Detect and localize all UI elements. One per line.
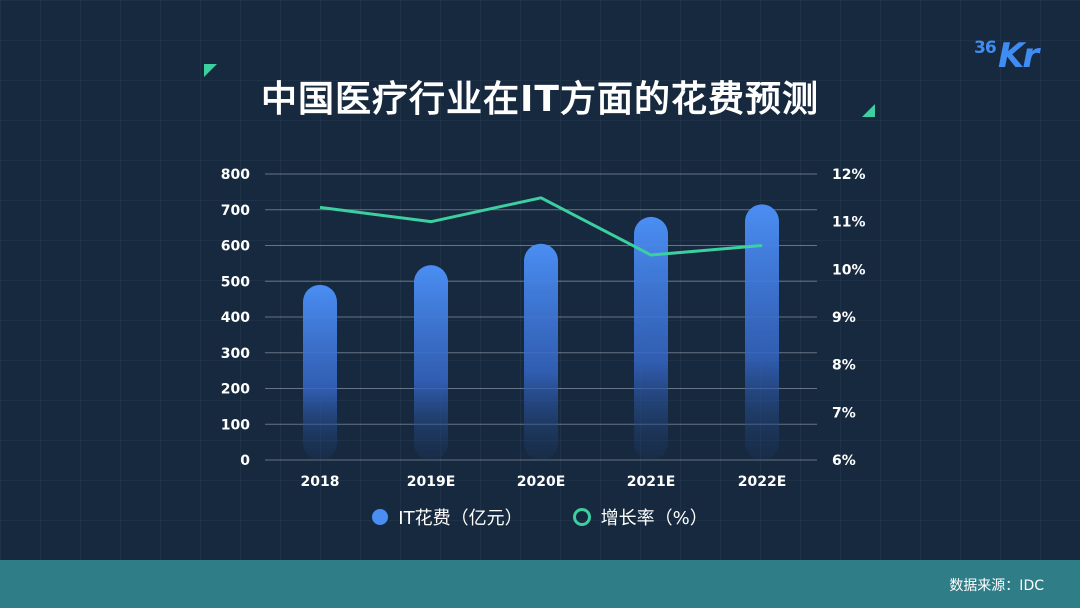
bar	[634, 216, 668, 460]
y-tick-label: 0	[240, 453, 250, 469]
legend-item-line: 增长率（%）	[572, 504, 708, 530]
bar	[524, 243, 558, 460]
axis-labels: 0 100 200 300 400 500 600 700 800 6% 7% 8% 9% 10% 11% 1…	[221, 167, 866, 490]
legend-bar-label: IT花费（亿元）	[398, 508, 523, 529]
bar	[303, 284, 337, 460]
data-source: 数据来源：IDC	[949, 578, 1044, 594]
y2-tick-label: 9%	[832, 310, 856, 326]
bar	[414, 265, 448, 460]
x-tick-label: 2019E	[407, 474, 456, 490]
legend-bar-marker	[372, 509, 389, 525]
footer-bar: 数据来源：IDC	[0, 560, 1080, 608]
line-series	[319, 196, 763, 257]
y-tick-label: 300	[221, 346, 250, 362]
logo-letters: Kr	[998, 36, 1039, 76]
bar	[745, 204, 779, 460]
y2-tick-label: 6%	[832, 453, 856, 469]
y-tick-label: 500	[221, 274, 250, 290]
x-tick-label: 2022E	[738, 474, 787, 490]
y2-tick-label: 8%	[832, 358, 856, 374]
logo-number: 36	[974, 38, 997, 58]
y2-tick-label: 10%	[832, 262, 866, 278]
bar-series	[303, 204, 779, 460]
chart-area: 0 100 200 300 400 500 600 700 800 6% 7% 8% 9% 10% 11% 1…	[221, 167, 866, 490]
y-tick-label: 400	[221, 310, 250, 326]
y-tick-label: 100	[221, 417, 250, 433]
y2-tick-label: 12%	[832, 167, 866, 183]
title-corner-top-left	[204, 64, 217, 77]
y-tick-label: 700	[221, 203, 250, 219]
y2-tick-label: 7%	[832, 405, 856, 421]
x-tick-label: 2020E	[517, 474, 566, 490]
y-tick-label: 600	[221, 239, 250, 255]
legend-line-label: 增长率（%）	[600, 508, 708, 529]
y2-tick-label: 11%	[832, 215, 866, 231]
y-tick-label: 800	[221, 167, 250, 183]
y-tick-label: 200	[221, 382, 250, 398]
title-corner-bottom-right	[862, 104, 875, 117]
chart-title: 中国医疗行业在IT方面的花费预测	[261, 79, 819, 120]
legend-item-bar: IT花费（亿元）	[372, 504, 523, 530]
chart-legend: IT花费（亿元） 增长率（%）	[0, 504, 1080, 530]
x-tick-label: 2018	[301, 474, 340, 490]
x-tick-label: 2021E	[627, 474, 676, 490]
legend-line-marker	[572, 508, 591, 526]
